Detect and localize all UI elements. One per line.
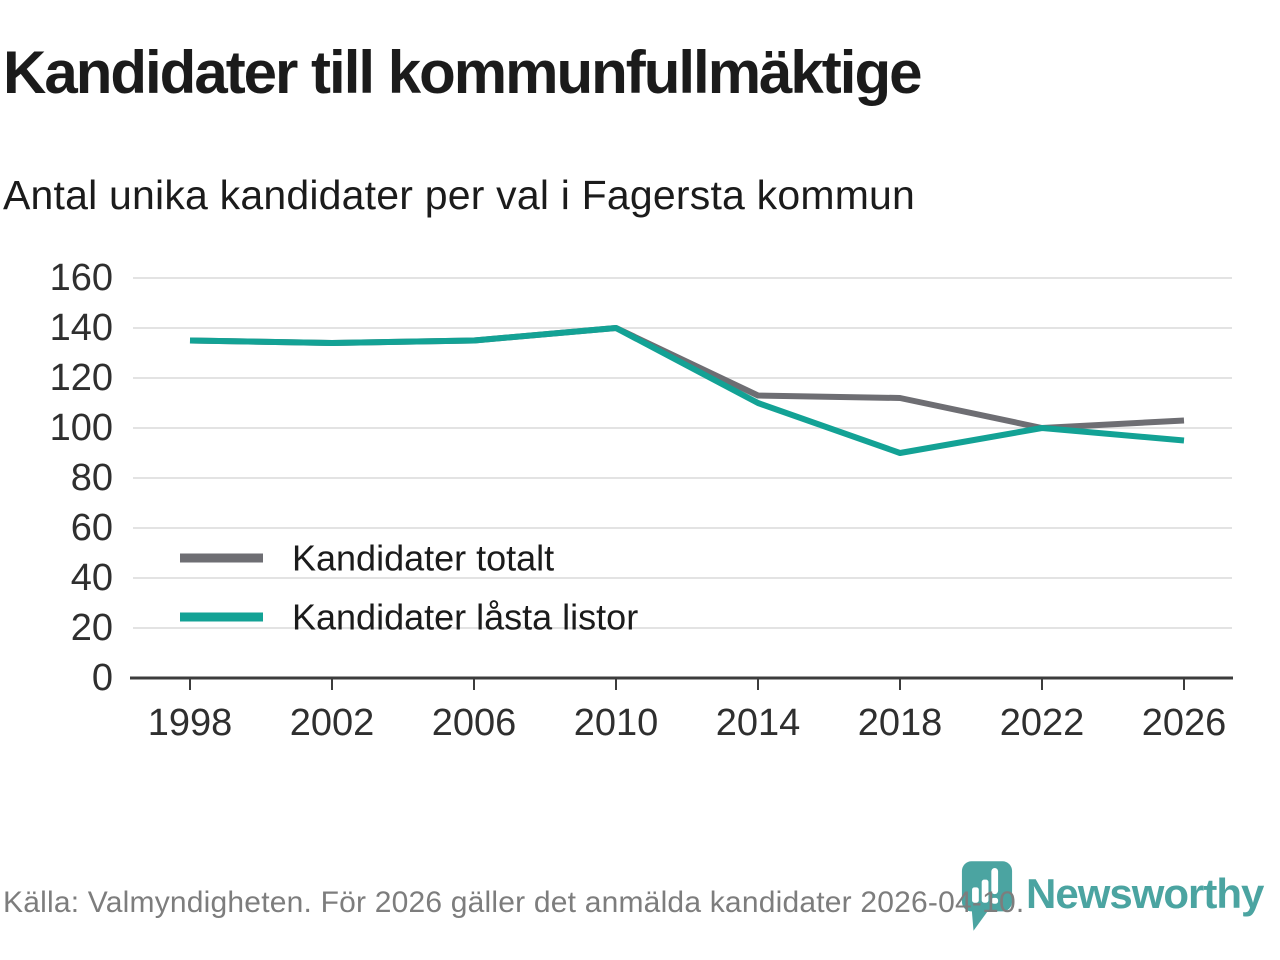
x-tick-label: 2022 [1000, 702, 1085, 744]
newsworthy-wordmark: Newsworthy [1026, 870, 1264, 917]
newsworthy-logo-icon [961, 861, 1013, 931]
source-note: Källa: Valmyndigheten. För 2026 gäller d… [3, 886, 1025, 919]
y-tick-label: 120 [50, 357, 113, 399]
series-locked-lists-line [189, 325, 1185, 456]
y-tick-label: 80 [71, 457, 113, 499]
y-tick-label: 20 [71, 607, 113, 649]
x-tick-label: 2006 [432, 702, 517, 744]
x-tick-label: 2018 [858, 702, 943, 744]
legend: Kandidater totalt Kandidater låsta listo… [180, 538, 638, 638]
x-axis-ticks [189, 678, 1185, 690]
logo-exclamation-dot [991, 897, 999, 904]
logo-bar-medium [981, 879, 989, 903]
chart-subtitle: Antal unika kandidater per val i Fagerst… [3, 172, 916, 218]
logo-bar-short [972, 887, 979, 903]
y-tick-label: 0 [92, 657, 113, 699]
x-tick-label: 2014 [716, 702, 801, 744]
x-tick-label: 2002 [290, 702, 375, 744]
x-axis-labels: 1998 2002 2006 2010 2014 2018 2022 2026 [148, 702, 1227, 744]
x-tick-label: 2010 [574, 702, 659, 744]
page-title: Kandidater till kommunfullmäktige [3, 39, 922, 106]
logo-exclamation-bar [991, 868, 999, 895]
y-tick-label: 40 [71, 557, 113, 599]
logo-pin-tail [971, 907, 989, 931]
y-axis-labels: 160 140 120 100 80 60 40 20 0 [50, 257, 113, 699]
y-tick-label: 100 [50, 407, 113, 449]
legend-label-total: Kandidater totalt [292, 538, 554, 579]
newsworthy-logo [960, 858, 1014, 939]
line-chart: 160 140 120 100 80 60 40 20 0 1998 2002 … [50, 257, 1233, 744]
y-tick-label: 160 [50, 257, 113, 299]
gridlines [133, 277, 1232, 629]
x-tick-label: 1998 [148, 702, 233, 744]
x-tick-label: 2026 [1142, 702, 1227, 744]
legend-label-locked-lists: Kandidater låsta listor [292, 597, 638, 638]
y-tick-label: 140 [50, 307, 113, 349]
y-tick-label: 60 [71, 507, 113, 549]
